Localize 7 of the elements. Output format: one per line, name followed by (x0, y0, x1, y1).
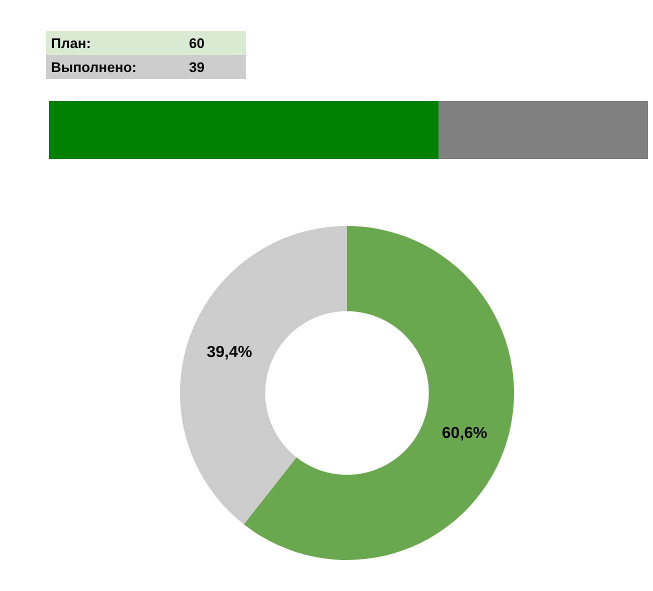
data-label: 39,4% (206, 344, 252, 361)
text: План: (51, 35, 91, 51)
data-label: 60,6% (442, 425, 488, 442)
text: 60 (189, 35, 205, 51)
text: 39 (189, 59, 205, 75)
donut-slice (180, 226, 347, 524)
text: Выполнено: (51, 59, 137, 75)
